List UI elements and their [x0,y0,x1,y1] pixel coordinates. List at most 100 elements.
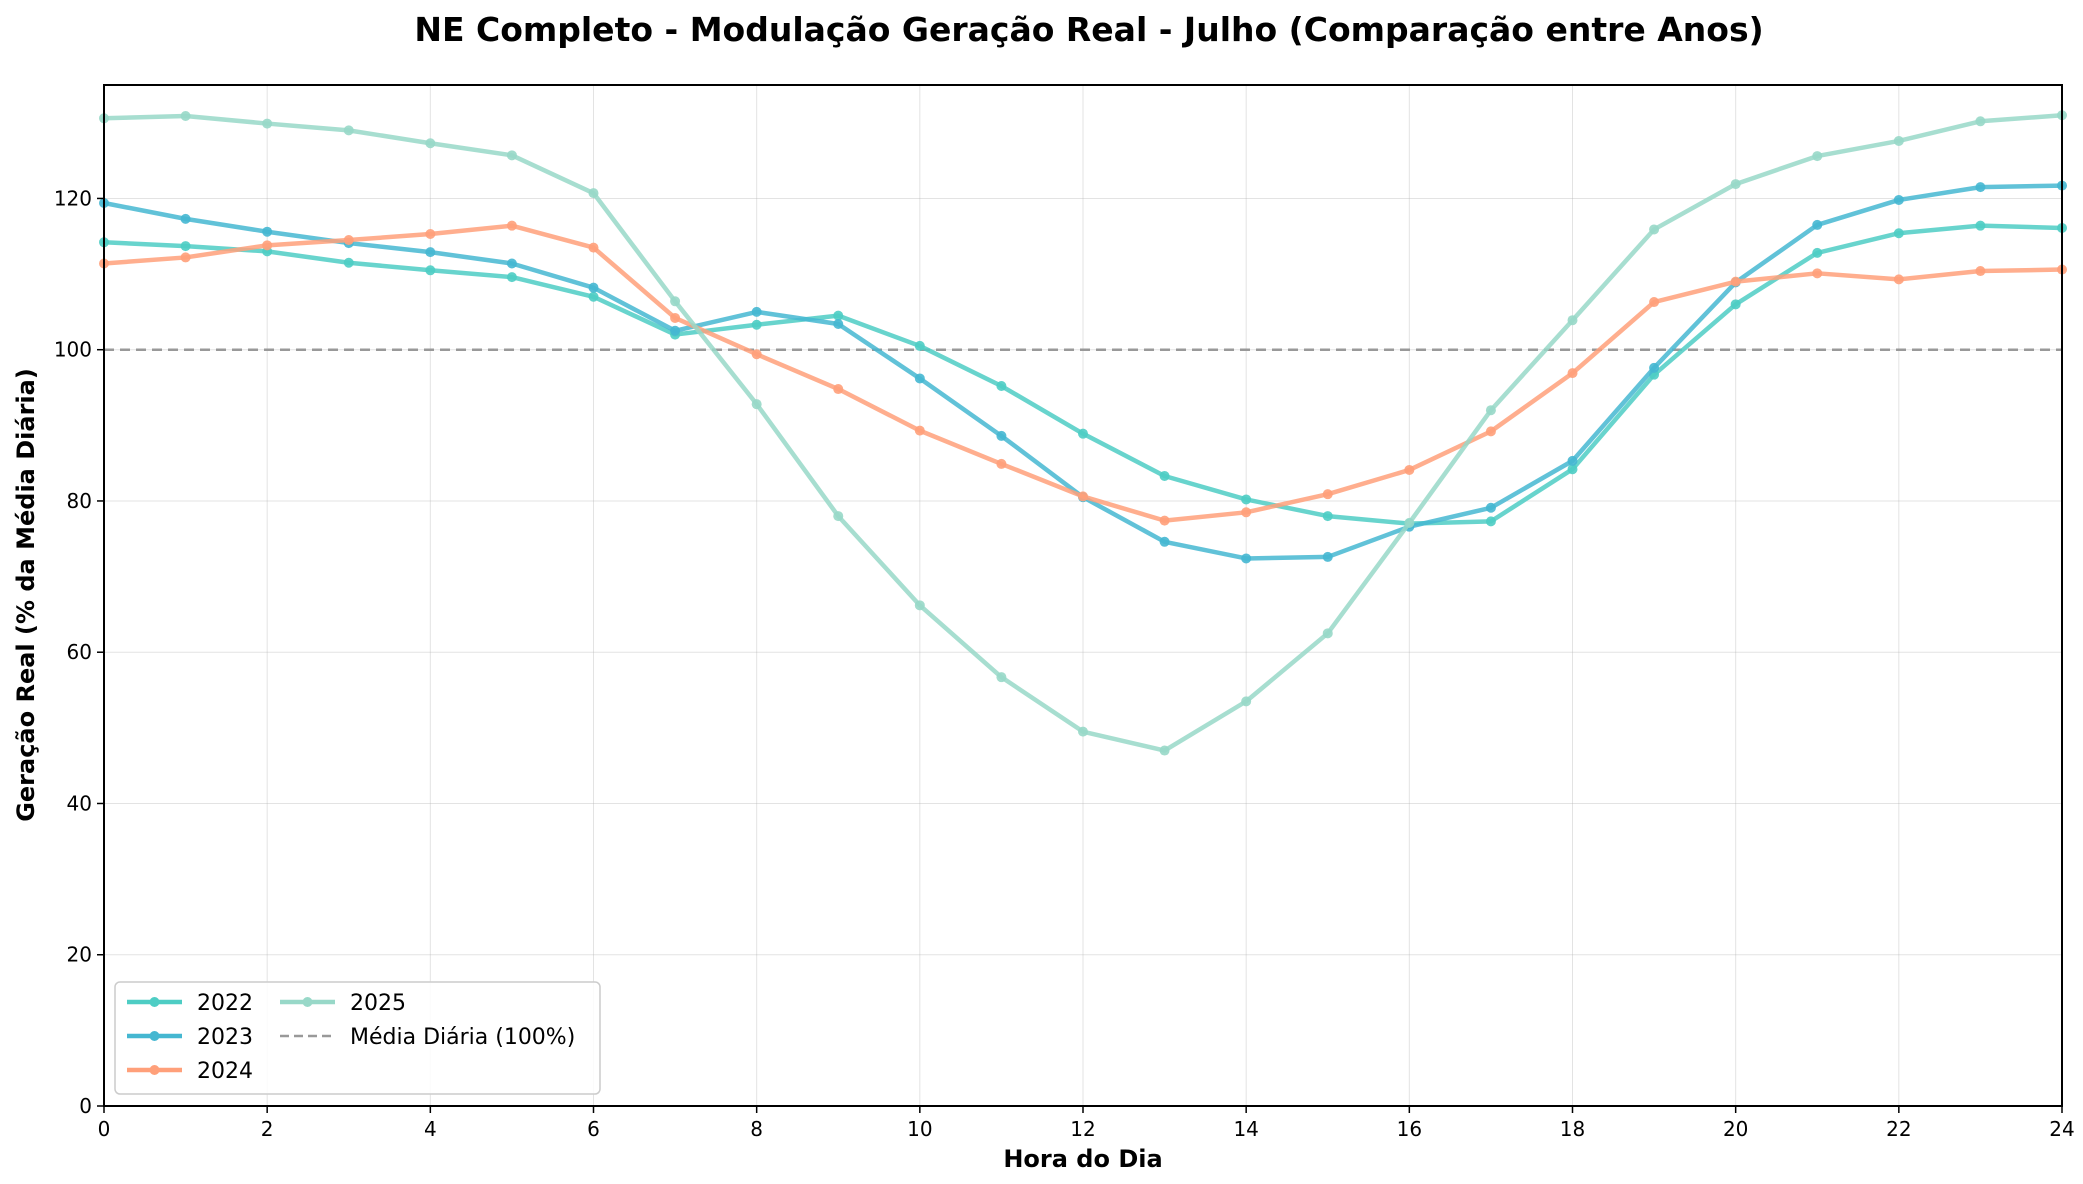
data-point [670,296,681,307]
x-tick-label: 14 [1233,1117,1258,1141]
y-tick-label: 120 [54,186,92,210]
data-point [1893,194,1904,205]
data-point [1241,494,1252,505]
data-point [262,226,273,237]
data-point [1567,455,1578,466]
data-point [1404,464,1415,475]
data-point [751,319,762,330]
data-point [180,252,191,263]
data-point [1322,628,1333,639]
data-point [1975,182,1986,193]
data-point [1485,426,1496,437]
data-point [1241,553,1252,564]
data-point [1812,151,1823,162]
data-point [588,188,599,199]
data-point [1812,247,1823,258]
data-point [180,241,191,252]
data-point [1975,116,1986,127]
data-point [996,430,1007,441]
data-point [914,425,925,436]
data-point [996,458,1007,469]
data-point [751,306,762,317]
series-layer [99,110,2067,756]
data-point [751,349,762,360]
data-point [506,150,517,161]
data-point [1485,502,1496,513]
data-point [1567,368,1578,379]
data-point [588,282,599,293]
chart-title: NE Completo - Modulação Geração Real - J… [414,10,1763,49]
x-tick-label: 0 [98,1117,111,1141]
legend-marker [149,1031,160,1041]
series-2024 [99,220,2067,526]
data-point [1078,726,1088,737]
data-point [833,511,844,522]
x-tick-label: 12 [1070,1117,1095,1141]
data-point [343,257,354,268]
series-2022 [99,220,2067,529]
data-point [425,247,436,258]
data-point [425,228,436,239]
data-point [1730,276,1741,287]
data-point [1649,224,1660,235]
data-point [1893,228,1904,239]
data-point [1975,266,1986,277]
data-point [506,272,517,283]
data-point [1567,315,1578,326]
data-point [1893,274,1904,285]
data-point [1322,489,1333,500]
x-tick-label: 18 [1560,1117,1585,1141]
data-point [1159,536,1170,547]
legend-item: Média Diária (100%) [280,1025,575,1050]
data-point [180,213,191,224]
data-point [262,118,273,129]
x-tick-label: 22 [1886,1117,1911,1141]
data-point [914,340,925,351]
data-point [506,258,517,269]
data-point [1893,135,1904,146]
data-point [1730,179,1741,190]
legend-label: Média Diária (100%) [350,1025,575,1050]
data-point [1322,511,1333,522]
data-point [1322,551,1333,562]
legend-marker [149,997,160,1007]
data-point [425,265,436,276]
y-tick-label: 60 [67,640,92,664]
data-point [1485,405,1496,416]
data-point [1078,428,1088,439]
data-point [670,325,681,336]
legend-label: 2023 [197,1025,253,1050]
data-point [1567,464,1578,475]
x-tick-label: 10 [907,1117,932,1141]
legend-label: 2024 [197,1059,253,1084]
legend-item: 2025 [280,991,406,1016]
legend-item: 2023 [127,1025,253,1050]
data-point [751,399,762,410]
x-tick-label: 2 [261,1117,274,1141]
data-point [670,312,681,323]
legend-box [114,981,601,1095]
data-point [1241,696,1252,707]
data-point [588,242,599,253]
x-tick-label: 8 [750,1117,763,1141]
data-point [506,220,517,231]
legend-item: 2024 [127,1059,253,1084]
data-point [180,111,191,122]
data-point [1159,745,1170,756]
x-axis-label: Hora do Dia [1003,1145,1162,1173]
x-tick-label: 6 [587,1117,600,1141]
data-point [1159,471,1170,482]
legend-marker [302,997,313,1007]
legend: 2022 2023 2024 2025 Média Diária (100%) [114,981,601,1095]
data-point [343,235,354,246]
data-point [262,240,273,251]
data-point [1649,297,1660,308]
data-point [1404,517,1415,528]
y-tick-label: 100 [54,338,92,362]
legend-label: 2022 [197,991,253,1016]
data-point [1078,491,1088,502]
data-point [588,291,599,302]
